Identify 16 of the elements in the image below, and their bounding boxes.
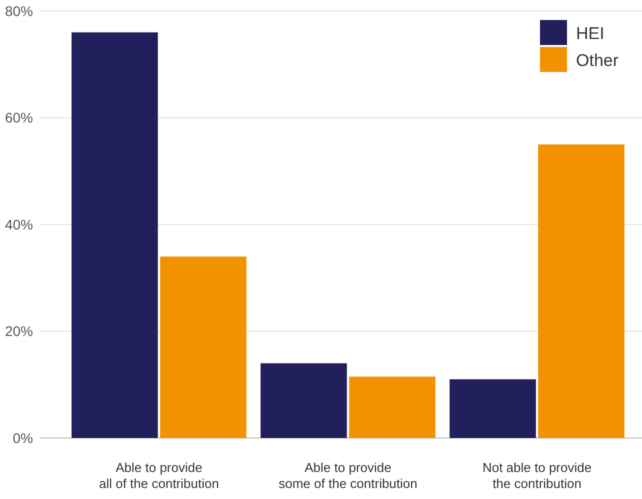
y-tick-label: 60% — [4, 110, 33, 126]
bar — [450, 379, 536, 438]
x-tick-label: Able to provide some of the contribution — [278, 460, 418, 491]
bar — [160, 256, 246, 438]
bar — [349, 376, 436, 438]
y-tick-label: 80% — [4, 2, 33, 19]
y-tick-label: 40% — [4, 216, 33, 232]
y-tick-label: 0% — [12, 430, 33, 446]
y-tick-label: 20% — [4, 323, 33, 340]
legend-label: Other — [576, 50, 619, 70]
bar — [260, 363, 347, 438]
x-tick-label: Able to provide all of the contribution — [98, 460, 219, 491]
bar — [538, 144, 624, 438]
bar — [72, 32, 158, 438]
x-tick-label: Not able to provide the contribution — [482, 460, 592, 491]
legend-label: HEI — [576, 24, 604, 43]
